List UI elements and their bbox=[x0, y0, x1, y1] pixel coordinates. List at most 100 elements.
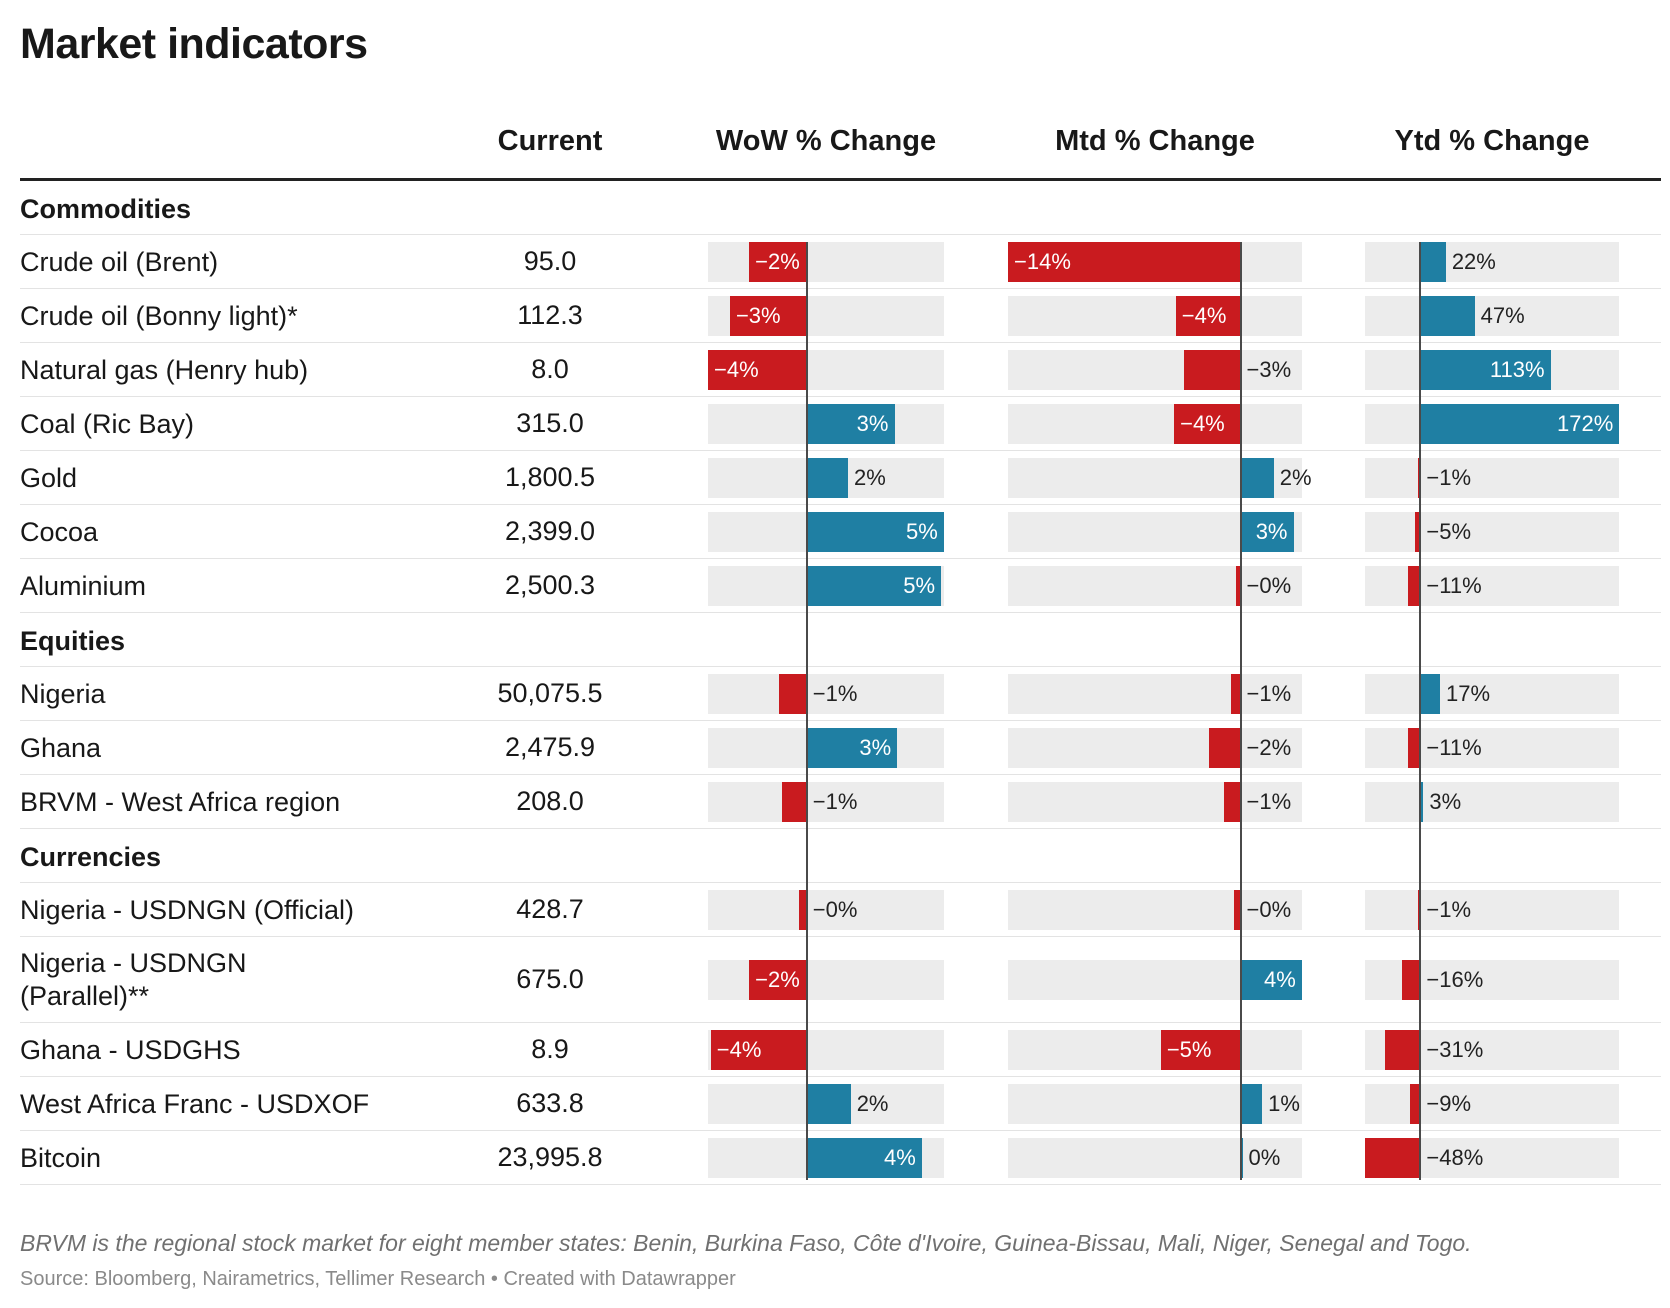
mtd-value-label: 4% bbox=[1264, 967, 1296, 992]
mtd-bar-track bbox=[1008, 404, 1302, 444]
ytd-bar-track bbox=[1365, 890, 1619, 930]
wow-value-label: 5% bbox=[903, 573, 936, 598]
ytd-bar-track bbox=[1365, 296, 1619, 336]
wow-value-label: 5% bbox=[906, 519, 938, 544]
ytd-value-label: 22% bbox=[1451, 249, 1496, 274]
wow-bar bbox=[806, 1138, 923, 1178]
wow-bar bbox=[708, 350, 807, 390]
ytd-value-label: 172% bbox=[1557, 411, 1614, 436]
row-separator bbox=[20, 936, 1661, 937]
row-label: Crude oil (Brent) bbox=[20, 246, 219, 277]
mtd-bar-track bbox=[1008, 782, 1302, 822]
current-value: 2,399.0 bbox=[504, 516, 596, 546]
group-label: Currencies bbox=[20, 842, 162, 872]
row-separator bbox=[20, 450, 1661, 451]
ytd-bar bbox=[1407, 566, 1421, 606]
wow-value-label: −3% bbox=[735, 303, 781, 328]
mtd-value-label: −5% bbox=[1166, 1037, 1212, 1062]
ytd-bar bbox=[1420, 674, 1441, 714]
row-label: Coal (Ric Bay) bbox=[20, 408, 195, 439]
mtd-bar-track bbox=[1008, 890, 1302, 930]
mtd-value-label: −0% bbox=[1246, 897, 1292, 922]
mtd-value-label: −2% bbox=[1246, 735, 1292, 760]
ytd-bar bbox=[1410, 1084, 1421, 1124]
ytd-bar bbox=[1420, 296, 1475, 336]
wow-bar bbox=[782, 782, 807, 822]
current-value: 112.3 bbox=[517, 300, 583, 330]
row-separator bbox=[20, 234, 1661, 235]
ytd-value-label: −9% bbox=[1426, 1091, 1472, 1116]
row-label: Cocoa bbox=[20, 516, 99, 547]
ytd-value-label: −11% bbox=[1426, 573, 1482, 598]
current-value: 95.0 bbox=[523, 246, 577, 276]
wow-value-label: −1% bbox=[812, 789, 858, 814]
group-label: Equities bbox=[20, 626, 126, 656]
wow-bar bbox=[749, 242, 807, 282]
ytd-value-label: −16% bbox=[1426, 967, 1484, 992]
wow-bar-track bbox=[708, 242, 944, 282]
column-header-mtd: Mtd % Change bbox=[1055, 125, 1255, 157]
ytd-value-label: 3% bbox=[1429, 789, 1462, 814]
mtd-bar bbox=[1175, 296, 1241, 336]
mtd-bar-track bbox=[1008, 350, 1302, 390]
mtd-bar bbox=[1184, 350, 1241, 390]
mtd-bar bbox=[1240, 1084, 1263, 1124]
ytd-bar bbox=[1420, 782, 1424, 822]
current-value: 8.0 bbox=[531, 354, 569, 384]
mtd-value-label: −1% bbox=[1246, 789, 1292, 814]
wow-value-label: −2% bbox=[755, 249, 800, 274]
wow-value-label: −4% bbox=[714, 357, 759, 382]
wow-value-label: −0% bbox=[812, 897, 858, 922]
mtd-bar bbox=[1240, 960, 1302, 1000]
current-value: 675.0 bbox=[516, 964, 584, 994]
mtd-value-label: −0% bbox=[1246, 573, 1292, 598]
ytd-bar bbox=[1420, 350, 1551, 390]
wow-value-label: −1% bbox=[812, 681, 858, 706]
row-label: West Africa Franc - USDXOF bbox=[20, 1088, 370, 1119]
row-separator bbox=[20, 612, 1661, 613]
wow-bar-track bbox=[708, 782, 944, 822]
wow-bar bbox=[806, 512, 944, 552]
ytd-bar-track bbox=[1365, 458, 1619, 498]
wow-bar bbox=[806, 566, 942, 606]
wow-value-label: 3% bbox=[859, 735, 892, 760]
current-value: 23,995.8 bbox=[497, 1142, 603, 1172]
ytd-zero-axis bbox=[1419, 242, 1422, 1180]
mtd-bar bbox=[1240, 1138, 1243, 1178]
current-value: 208.0 bbox=[516, 786, 584, 816]
ytd-bar-track bbox=[1365, 674, 1619, 714]
row-separator bbox=[20, 1184, 1661, 1185]
mtd-bar-track bbox=[1008, 674, 1302, 714]
current-value: 2,500.3 bbox=[504, 570, 596, 600]
wow-value-label: 2% bbox=[856, 1091, 889, 1116]
mtd-value-label: −4% bbox=[1180, 411, 1225, 436]
column-header-ytd: Ytd % Change bbox=[1394, 125, 1590, 157]
ytd-value-label: −1% bbox=[1426, 465, 1472, 490]
row-separator bbox=[20, 828, 1661, 829]
ytd-bar bbox=[1420, 242, 1446, 282]
header-rule bbox=[20, 178, 1661, 181]
column-header-current: Current bbox=[497, 125, 603, 157]
indicator-table: Commodities Crude oil (Brent) 95.0 −2% −14% 2… bbox=[0, 181, 1670, 1185]
ytd-value-label: 47% bbox=[1480, 303, 1525, 328]
ytd-bar-track bbox=[1365, 512, 1619, 552]
mtd-value-label: −4% bbox=[1181, 303, 1227, 328]
wow-bar bbox=[710, 1030, 807, 1070]
wow-value-label: −4% bbox=[716, 1037, 762, 1062]
ytd-bar-track bbox=[1365, 728, 1619, 768]
ytd-value-label: −31% bbox=[1426, 1037, 1484, 1062]
mtd-bar-track bbox=[1008, 728, 1302, 768]
wow-value-label: −2% bbox=[755, 967, 800, 992]
mtd-bar bbox=[1240, 458, 1274, 498]
wow-bar bbox=[729, 296, 807, 336]
mtd-bar-track bbox=[1008, 566, 1302, 606]
mtd-value-label: 1% bbox=[1268, 1091, 1300, 1116]
row-label: Nigeria bbox=[20, 678, 106, 709]
mtd-bar bbox=[1230, 674, 1241, 714]
ytd-bar-track bbox=[1365, 1084, 1619, 1124]
wow-zero-axis bbox=[805, 242, 808, 1180]
mtd-bar bbox=[1233, 890, 1241, 930]
column-header-wow: WoW % Change bbox=[715, 125, 937, 157]
current-value: 1,800.5 bbox=[504, 462, 596, 492]
current-value: 315.0 bbox=[516, 408, 584, 438]
